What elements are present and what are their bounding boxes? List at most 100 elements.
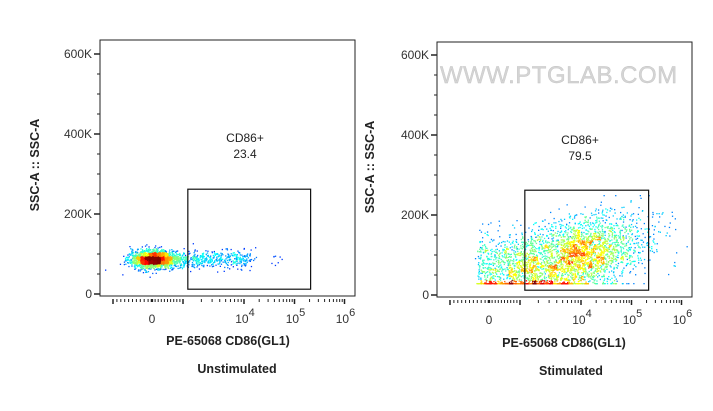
event-dot — [623, 238, 625, 240]
event-dot — [563, 259, 565, 261]
event-dot — [601, 211, 604, 213]
event-dot — [274, 264, 277, 267]
event-dot — [637, 213, 639, 215]
event-dot — [548, 266, 550, 268]
event-dot — [596, 254, 598, 257]
event-dot — [545, 244, 547, 246]
event-dot — [596, 261, 598, 264]
event-dot — [543, 271, 546, 273]
event-dot — [584, 253, 586, 255]
event-dot — [552, 234, 554, 236]
event-dot — [603, 257, 605, 260]
event-dot — [598, 270, 600, 272]
event-dot — [180, 257, 183, 259]
event-dot — [568, 241, 571, 243]
event-dot — [551, 225, 553, 228]
event-dot — [617, 262, 620, 265]
event-dot — [625, 237, 627, 239]
event-dot — [627, 262, 629, 265]
event-dot — [571, 277, 573, 279]
event-dot — [612, 229, 614, 232]
event-dot — [559, 265, 561, 267]
event-dot — [543, 282, 545, 284]
event-dot — [583, 227, 585, 229]
event-dot — [129, 254, 131, 256]
event-dot — [584, 264, 586, 266]
event-dot — [621, 257, 623, 259]
event-dot — [532, 242, 534, 244]
event-dot — [135, 251, 137, 253]
event-dot — [553, 277, 555, 279]
event-dot — [547, 256, 549, 259]
event-dot — [549, 268, 551, 270]
event-dot — [643, 258, 646, 261]
event-dot — [620, 256, 623, 259]
event-dot — [590, 265, 593, 267]
event-dot — [562, 282, 564, 284]
event-dot — [147, 265, 149, 268]
event-dot — [612, 249, 614, 251]
event-dot — [557, 251, 560, 253]
event-dot — [161, 252, 163, 254]
event-dot — [132, 260, 134, 262]
event-dot — [544, 245, 546, 247]
event-dot — [584, 256, 586, 258]
event-dot — [581, 247, 583, 249]
event-dot — [133, 262, 136, 265]
event-dot — [167, 260, 169, 262]
event-dot — [565, 245, 567, 247]
event-dot — [227, 256, 230, 259]
event-dot — [183, 248, 185, 250]
event-dot — [528, 260, 530, 262]
event-dot — [503, 249, 505, 251]
event-dot — [626, 283, 628, 285]
event-dot — [585, 244, 588, 246]
event-dot — [629, 238, 631, 240]
event-dot — [578, 232, 580, 234]
event-dot — [587, 221, 589, 223]
event-dot — [228, 259, 230, 261]
event-dot — [139, 262, 141, 264]
event-dot — [146, 254, 149, 256]
event-dot — [576, 234, 578, 237]
event-dot — [573, 244, 575, 246]
event-dot — [518, 270, 520, 272]
event-dot — [570, 231, 572, 233]
event-dot — [515, 259, 517, 261]
event-dot — [152, 254, 155, 257]
event-dot — [558, 283, 561, 285]
event-dot — [592, 248, 594, 250]
event-dot — [555, 227, 557, 229]
event-dot — [584, 206, 586, 208]
event-dot — [602, 275, 604, 278]
event-dot — [164, 266, 166, 268]
event-dot — [131, 255, 134, 257]
event-dot — [606, 226, 608, 229]
event-dot — [575, 253, 578, 255]
event-dot — [571, 242, 573, 244]
event-dot — [539, 275, 542, 278]
event-dot — [553, 257, 555, 259]
event-dot — [583, 250, 586, 252]
event-dot — [177, 258, 180, 260]
event-dot — [597, 272, 599, 275]
event-dot — [600, 271, 602, 273]
event-dot — [605, 263, 608, 265]
event-dot — [550, 229, 552, 231]
event-dot — [547, 246, 549, 248]
event-dot — [658, 221, 660, 223]
event-dot — [549, 257, 551, 260]
event-dot — [531, 230, 533, 233]
event-dot — [161, 260, 163, 262]
event-dot — [587, 261, 589, 264]
event-dot — [669, 222, 671, 224]
event-dot — [136, 261, 138, 263]
event-dot — [224, 266, 226, 269]
event-dot — [568, 282, 570, 284]
event-dot — [630, 236, 632, 239]
event-dot — [577, 227, 580, 229]
event-dot — [597, 239, 599, 241]
event-dot — [631, 261, 633, 263]
event-dot — [582, 267, 584, 270]
event-dot — [211, 263, 214, 265]
